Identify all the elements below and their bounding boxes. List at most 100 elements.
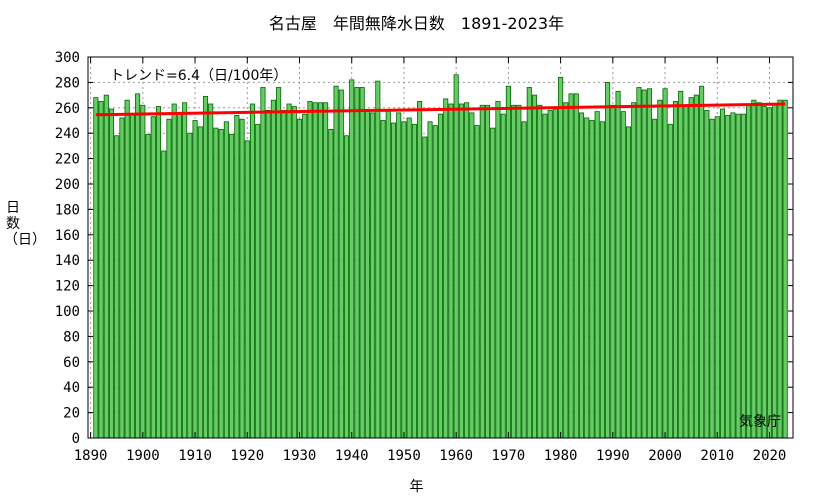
y-axis-ticks: 0 20 40 60 80 100 120 140 160 180 200 220 240 260 280 3… — [55, 50, 793, 447]
bar-1943 — [364, 109, 370, 439]
bar-1985 — [584, 117, 590, 439]
bar-1939 — [343, 135, 350, 439]
bar-1948 — [390, 122, 397, 439]
y-tick-label: 180 — [55, 202, 80, 218]
bar-2022 — [777, 99, 783, 439]
bar-1901 — [145, 134, 151, 439]
x-tick-label: 1910 — [178, 448, 212, 464]
bar-1916 — [223, 121, 229, 439]
x-axis-label: 年 — [409, 479, 424, 495]
y-tick-label: 280 — [55, 75, 80, 91]
bar-1986 — [589, 120, 595, 439]
bar-1937 — [333, 85, 339, 439]
x-tick-label: 2000 — [648, 448, 682, 464]
bar-1913 — [208, 103, 214, 439]
bar-1931 — [302, 113, 308, 439]
bar-1899 — [135, 93, 141, 439]
x-tick-label: 1990 — [596, 448, 630, 464]
bar-1952 — [411, 123, 417, 439]
bar-1982 — [568, 93, 574, 439]
bar-1963 — [469, 112, 475, 439]
chart-title: 名古屋 年間無降水日数 1891-2023年 — [268, 14, 565, 33]
bar-1923 — [260, 87, 266, 439]
bar-1919 — [239, 118, 245, 439]
bar-1897 — [124, 99, 130, 439]
bar-1961 — [458, 103, 464, 439]
bar-1991 — [615, 90, 621, 439]
bar-1975 — [531, 94, 538, 439]
bar-2016 — [746, 103, 752, 439]
bar-1920 — [244, 140, 250, 439]
bar-2009 — [709, 118, 715, 439]
bar-2020 — [766, 107, 773, 439]
bar-1979 — [552, 108, 558, 439]
bar-1984 — [578, 112, 585, 439]
bar-2012 — [725, 115, 731, 439]
x-tick-label: 1940 — [335, 448, 369, 464]
y-tick-label: 120 — [55, 279, 80, 295]
bar-1966 — [484, 104, 491, 439]
bar-1905 — [166, 118, 172, 439]
y-tick-label: 240 — [55, 126, 80, 142]
y-tick-label: 160 — [55, 228, 80, 244]
bar-1900 — [140, 104, 146, 439]
bar-1988 — [599, 121, 605, 439]
bar-1971 — [511, 104, 517, 439]
bar-1999 — [657, 99, 663, 439]
bar-1938 — [338, 89, 344, 439]
bar-1929 — [291, 106, 297, 439]
bar-1914 — [213, 127, 219, 439]
y-tick-label: 100 — [55, 304, 80, 320]
bar-2004 — [683, 104, 689, 439]
x-tick-label: 1960 — [439, 448, 473, 464]
bar-1903 — [155, 106, 162, 439]
bar-1967 — [490, 127, 496, 439]
bar-1930 — [296, 118, 303, 439]
bar-1960 — [453, 74, 459, 439]
x-tick-label: 1970 — [492, 448, 526, 464]
bar-1958 — [443, 98, 449, 439]
bar-1998 — [652, 118, 658, 439]
bar-1936 — [328, 128, 334, 439]
x-axis-ticks: 1890 1900 1910 1920 1930 1940 1950 1960 1970 1980… — [74, 57, 786, 464]
bar-1946 — [380, 120, 386, 439]
bar-1962 — [464, 102, 470, 439]
bar-2021 — [772, 103, 778, 439]
bar-1934 — [317, 102, 323, 439]
bar-1994 — [631, 102, 637, 439]
y-tick-label: 200 — [55, 177, 80, 193]
y-tick-label: 80 — [63, 329, 80, 345]
bar-1965 — [479, 104, 485, 439]
bar-2008 — [704, 109, 710, 439]
bar-1996 — [641, 89, 647, 439]
bar-1906 — [171, 103, 177, 439]
bar-1904 — [161, 150, 167, 439]
bar-1894 — [108, 108, 115, 439]
bar-2017 — [751, 99, 757, 439]
bar-1924 — [265, 109, 271, 439]
bar-1990 — [610, 104, 616, 439]
bar-1921 — [249, 103, 256, 439]
bar-1977 — [542, 113, 548, 439]
bar-1993 — [625, 126, 632, 439]
y-tick-label: 40 — [63, 380, 80, 396]
bar-1942 — [359, 87, 365, 439]
bar-1954 — [422, 136, 428, 439]
bar-1987 — [594, 111, 600, 439]
y-tick-label: 60 — [63, 355, 80, 371]
source-label: 気象庁 — [739, 414, 781, 430]
bar-1926 — [276, 87, 282, 439]
bar-2019 — [761, 106, 767, 439]
bar-1980 — [558, 76, 564, 439]
bar-1891 — [93, 97, 99, 439]
bar-2006 — [693, 94, 699, 439]
bar-1983 — [573, 93, 579, 439]
bar-1898 — [129, 113, 135, 439]
y-tick-label: 0 — [72, 431, 80, 447]
bar-2002 — [672, 101, 679, 439]
y-tick-label: 300 — [55, 50, 80, 66]
bar-2011 — [719, 108, 726, 439]
bar-1922 — [255, 123, 261, 439]
bar-2015 — [740, 113, 746, 439]
bar-1951 — [406, 117, 412, 439]
